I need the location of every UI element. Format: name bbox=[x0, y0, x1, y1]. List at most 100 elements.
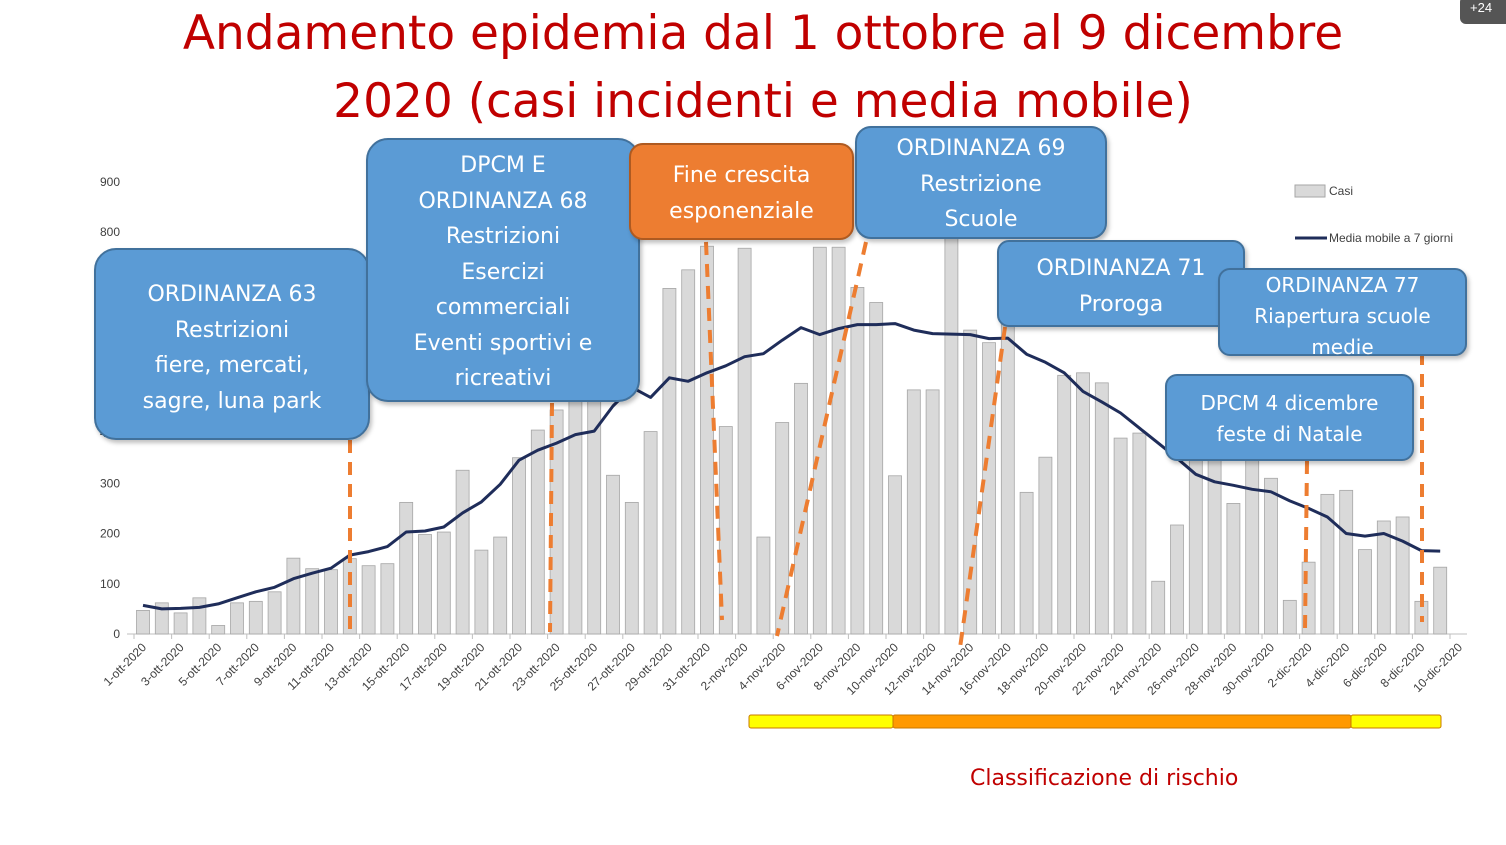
cases-bar bbox=[1358, 549, 1372, 635]
event-dash-line bbox=[704, 241, 724, 621]
cases-bar bbox=[925, 389, 940, 635]
legend-ma-label: Media mobile a 7 giorni bbox=[1329, 231, 1453, 245]
cases-bar bbox=[474, 549, 489, 635]
callout-line: ricreativi bbox=[454, 366, 552, 391]
legend-casi-label: Casi bbox=[1329, 184, 1353, 198]
cases-bar bbox=[267, 591, 282, 635]
cases-bar bbox=[136, 609, 150, 635]
callout-line: Esercizi bbox=[461, 259, 545, 285]
cases-bar bbox=[1376, 520, 1391, 635]
y-tick-label: 0 bbox=[113, 627, 120, 641]
cases-bar bbox=[1057, 374, 1072, 635]
event-dash-line bbox=[775, 241, 868, 637]
cases-bar bbox=[906, 389, 921, 635]
cases-bar bbox=[643, 431, 658, 635]
moving-average-line bbox=[142, 322, 1441, 611]
callout-line: Fine crescita bbox=[672, 163, 811, 188]
cases-bar bbox=[1245, 445, 1260, 635]
cases-bar bbox=[192, 597, 207, 635]
cases-bar bbox=[700, 245, 714, 635]
callout-line: ORDINANZA 77 bbox=[1265, 273, 1420, 297]
callout-line: sagre, luna park bbox=[142, 388, 322, 414]
callout-line: commerciali bbox=[435, 295, 571, 320]
cases-bar bbox=[1339, 489, 1354, 635]
y-tick-label: 300 bbox=[100, 476, 120, 490]
notification-badge: +24 bbox=[1460, 0, 1506, 24]
cases-bar bbox=[211, 625, 226, 635]
cases-bar bbox=[1433, 566, 1448, 635]
cases-bar bbox=[455, 469, 470, 635]
cases-bar bbox=[1226, 503, 1241, 635]
title-line-1: Andamento epidemia dal 1 ottobre al 9 di… bbox=[182, 6, 1344, 61]
cases-bar bbox=[1038, 456, 1053, 635]
cases-bar bbox=[1264, 477, 1278, 635]
event-dash-line bbox=[548, 402, 554, 633]
cases-bar bbox=[1151, 580, 1166, 635]
callout-line: Scuole bbox=[944, 207, 1018, 232]
cases-bar bbox=[286, 557, 301, 635]
cases-bar bbox=[399, 501, 414, 635]
event-dash-line bbox=[1303, 460, 1309, 631]
cases-bar bbox=[869, 302, 884, 635]
cases-bar bbox=[173, 612, 188, 635]
cases-bar bbox=[1320, 493, 1335, 635]
callout-dpcm-ordinanza-68: DPCM E ORDINANZA 68 Restrizioni Esercizi com… bbox=[366, 138, 640, 402]
callout-line: ORDINANZA 69 bbox=[896, 136, 1066, 161]
cases-bar bbox=[512, 457, 526, 635]
cases-bar bbox=[756, 536, 771, 635]
cases-bar bbox=[662, 288, 677, 635]
event-dash-line bbox=[958, 326, 1007, 649]
callout-line: Restrizioni bbox=[445, 224, 561, 249]
callout-line: DPCM E bbox=[460, 153, 546, 178]
callout-line: ORDINANZA 63 bbox=[147, 282, 317, 307]
x-axis-tick-labels: 1-ott-20203-ott-20205-ott-20207-ott-2020… bbox=[101, 640, 1466, 698]
callout-line: Proroga bbox=[1078, 291, 1164, 317]
risk-segment-orange bbox=[892, 714, 1352, 729]
y-tick-label: 200 bbox=[100, 527, 120, 541]
cases-bar bbox=[1395, 516, 1410, 635]
callout-ordinanza-77: ORDINANZA 77 Riapertura scuole medie bbox=[1218, 268, 1467, 359]
y-tick-label: 100 bbox=[100, 577, 120, 591]
cases-bar bbox=[1019, 491, 1034, 635]
cases-bar bbox=[361, 565, 376, 635]
cases-bar bbox=[982, 342, 996, 635]
risk-classification-caption: Classificazione di rischio bbox=[970, 766, 1239, 791]
risk-classification-bar bbox=[748, 714, 1442, 729]
callout-line: fiere, mercati, bbox=[154, 353, 310, 378]
cases-bar bbox=[1188, 455, 1203, 635]
cases-bar bbox=[530, 429, 545, 635]
callout-line: Eventi sportivi e bbox=[413, 330, 593, 356]
cases-bar bbox=[624, 501, 639, 635]
callout-line: feste di Natale bbox=[1216, 422, 1363, 446]
risk-segment-yellow bbox=[748, 714, 894, 729]
callout-line: DPCM 4 dicembre bbox=[1200, 391, 1379, 415]
callout-ordinanza-69: ORDINANZA 69 Restrizione Scuole bbox=[855, 126, 1107, 239]
callout-line: Riapertura scuole bbox=[1254, 304, 1431, 328]
cases-bar bbox=[1000, 304, 1015, 635]
callout-dpcm-4-dicembre: DPCM 4 dicembre feste di Natale bbox=[1165, 374, 1414, 461]
cases-bar bbox=[1076, 372, 1090, 635]
cases-bar bbox=[944, 181, 959, 635]
cases-bar bbox=[154, 602, 169, 635]
cases-bar bbox=[775, 422, 790, 635]
cases-bar bbox=[305, 568, 320, 635]
y-tick-label: 800 bbox=[100, 225, 120, 239]
risk-segment-yellow bbox=[1350, 714, 1442, 729]
cases-bar bbox=[606, 474, 620, 635]
y-tick-label: 900 bbox=[100, 175, 120, 189]
callout-line: ORDINANZA 68 bbox=[418, 188, 588, 214]
callout-line: Restrizioni bbox=[174, 317, 290, 343]
cases-bar bbox=[1207, 445, 1222, 635]
cases-bar bbox=[963, 329, 978, 635]
cases-bar bbox=[737, 247, 752, 635]
callout-fine-crescita: Fine crescita esponenziale bbox=[629, 143, 854, 240]
cases-bar bbox=[888, 475, 902, 635]
chart-title: Andamento epidemia dal 1 ottobre al 9 di… bbox=[0, 0, 1506, 136]
event-dash-lines bbox=[348, 241, 1424, 649]
cases-bar bbox=[1170, 524, 1184, 635]
cases-bar bbox=[324, 569, 338, 635]
callout-line: medie bbox=[1311, 335, 1374, 359]
callout-line: Restrizione bbox=[920, 171, 1042, 197]
cases-bar bbox=[1113, 437, 1128, 635]
